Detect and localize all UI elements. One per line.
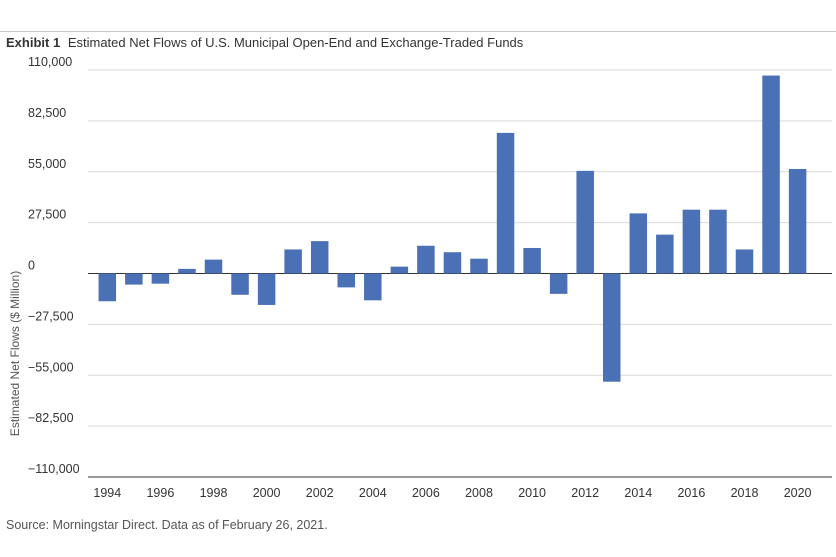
exhibit-label: Exhibit 1 <box>6 35 61 50</box>
bar-2014 <box>629 213 648 274</box>
y-tick-label: 27,500 <box>28 208 66 222</box>
y-tick-label: −82,500 <box>28 411 74 425</box>
bar-2017 <box>709 209 727 274</box>
bar-2007 <box>443 252 462 274</box>
bar-2020 <box>788 168 807 274</box>
x-tick-label: 2012 <box>571 486 599 500</box>
bar-2015 <box>656 234 674 274</box>
chart-title: Estimated Net Flows of U.S. Municipal Op… <box>67 35 524 50</box>
x-tick-label: 2014 <box>624 486 652 500</box>
bar-1996 <box>151 273 170 284</box>
y-tick-label: −27,500 <box>28 309 74 323</box>
x-tick-label: 2016 <box>677 486 705 500</box>
bar-2002 <box>310 241 329 274</box>
bar-2010 <box>523 247 541 274</box>
bar-2016 <box>682 209 701 274</box>
y-axis-label: Estimated Net Flows ($ Million) <box>8 271 22 436</box>
x-tick-label: 2004 <box>359 486 387 500</box>
y-tick-label: 55,000 <box>28 157 66 171</box>
x-tick-label: 1998 <box>200 486 228 500</box>
y-tick-label: −55,000 <box>28 360 74 374</box>
bar-2000 <box>257 273 276 305</box>
bar-2004 <box>364 273 382 301</box>
chart-header: Exhibit 1 Estimated Net Flows of U.S. Mu… <box>6 35 523 50</box>
x-tick-label: 2010 <box>518 486 546 500</box>
bar-1995 <box>125 273 143 285</box>
bar-2012 <box>576 170 594 274</box>
bar-2003 <box>337 273 355 288</box>
x-tick-label: 1994 <box>93 486 121 500</box>
y-tick-label: 82,500 <box>28 106 66 120</box>
top-rule <box>0 31 836 32</box>
bar-2013 <box>603 273 621 382</box>
bar-2005 <box>390 266 409 274</box>
x-tick-label: 2020 <box>784 486 812 500</box>
x-tick-label: 2002 <box>306 486 334 500</box>
bar-2008 <box>470 258 488 274</box>
bar-2018 <box>735 249 754 274</box>
x-tick-label: 2018 <box>731 486 759 500</box>
x-tick-label: 2006 <box>412 486 440 500</box>
bar-2001 <box>284 249 302 274</box>
y-tick-label: −110,000 <box>28 462 80 476</box>
bar-2011 <box>549 273 568 294</box>
x-tick-label: 2008 <box>465 486 493 500</box>
bar-1994 <box>98 273 117 302</box>
y-tick-label: 110,000 <box>28 55 72 69</box>
source-note: Source: Morningstar Direct. Data as of F… <box>6 518 328 532</box>
x-tick-label: 1996 <box>146 486 174 500</box>
x-tick-label: 2000 <box>253 486 281 500</box>
y-tick-label: 0 <box>28 259 35 273</box>
bar-2006 <box>417 245 435 274</box>
bar-2009 <box>496 132 515 274</box>
bar-1998 <box>204 259 223 274</box>
bar-1997 <box>178 268 196 274</box>
bar-2019 <box>762 75 780 274</box>
bar-1999 <box>231 273 249 295</box>
